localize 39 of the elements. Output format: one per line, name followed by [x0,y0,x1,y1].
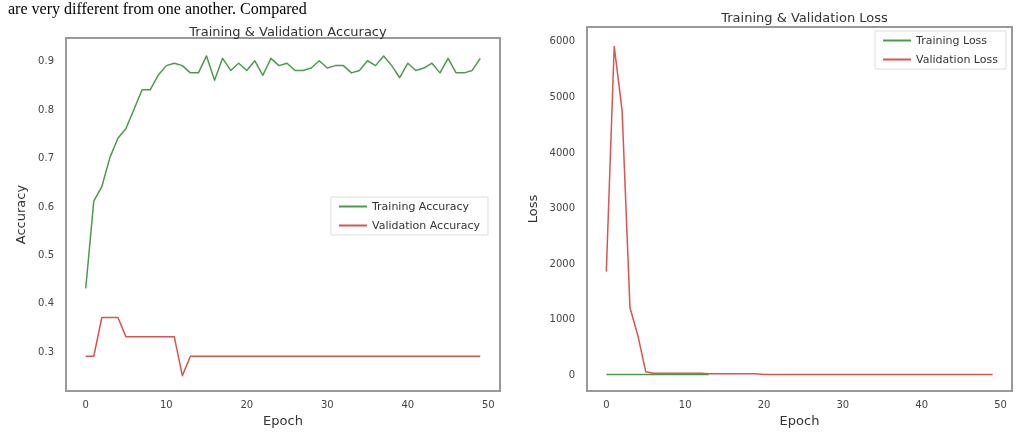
x-tick-label: 30 [836,398,850,410]
y-tick-label: 0.9 [38,55,54,67]
y-tick-label: 5000 [549,90,575,102]
legend-label: Training Accuracy [370,200,470,213]
x-tick-label: 50 [994,398,1007,410]
legend-label: Training Loss [915,34,988,47]
y-tick-label: 0.7 [38,152,54,164]
x-tick-label: 40 [401,398,415,410]
y-tick-label: 0.6 [38,200,54,212]
line-series [84,316,482,377]
y-tick-label: 2000 [549,257,575,269]
x-tick-label: 30 [320,398,334,410]
x-tick-label: 40 [915,398,929,410]
legend-label: Validation Accuracy [371,219,481,232]
y-axis-title: Accuracy [13,184,29,245]
y-tick-label: 3000 [549,202,575,214]
x-tick-label: 10 [678,398,692,410]
x-tick-label: 10 [159,398,173,410]
x-tick-label: 0 [603,398,610,410]
y-tick-label: 0.8 [38,103,54,115]
y-tick-label: 0.4 [38,297,54,309]
y-tick-label: 0.5 [38,249,54,261]
legend-label: Validation Loss [916,53,999,66]
x-tick-label: 0 [82,398,89,410]
y-tick-label: 0.3 [38,345,54,357]
x-axis-title: Epoch [263,413,303,428]
text: are very different from one another. Compared [8,0,307,18]
x-tick-label: 20 [757,398,771,410]
y-tick-label: 4000 [549,146,575,158]
x-tick-label: 20 [240,398,254,410]
y-axis-title: Loss [524,194,540,224]
y-tick-label: 1000 [549,313,575,325]
y-tick-label: 6000 [549,35,575,47]
chart-title: Training & Validation Loss [720,10,888,25]
chart-title: Training & Validation Accuracy [188,24,387,39]
line-series [84,55,482,290]
y-tick-label: 0 [568,368,575,380]
x-tick-label: 50 [481,398,495,410]
x-axis-title: Epoch [779,413,820,428]
